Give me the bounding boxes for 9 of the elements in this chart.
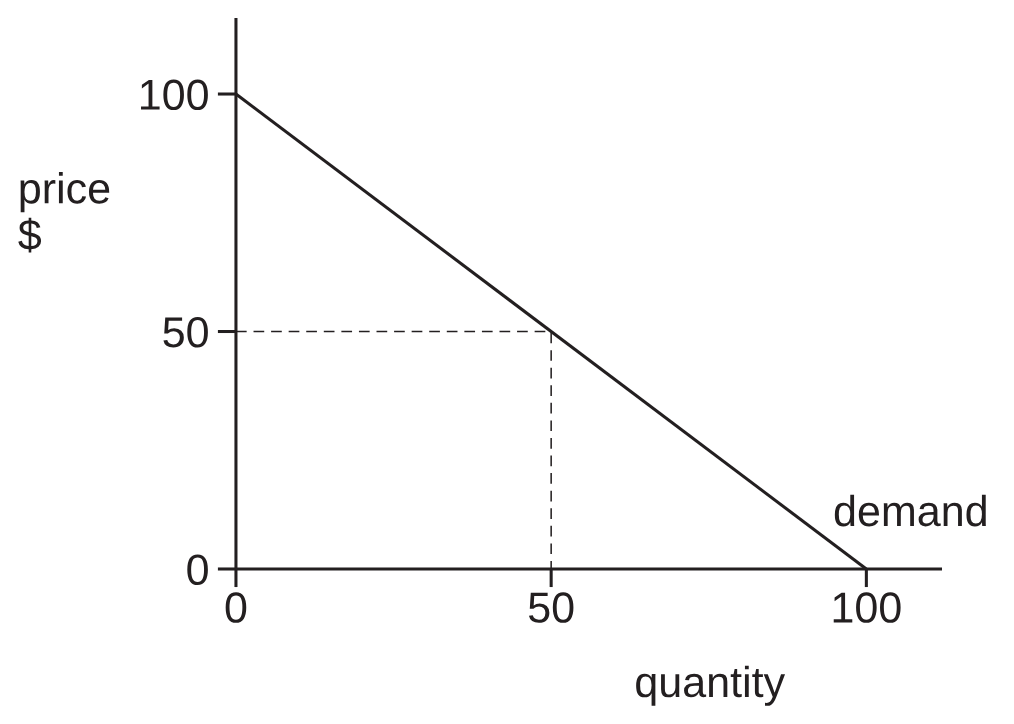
y-tick-label: 0 <box>187 554 208 586</box>
x-tick-label: 100 <box>833 592 901 623</box>
series-label: demand <box>834 494 986 527</box>
x-axis-title: quantity <box>636 665 786 706</box>
y-axis-title: price $ <box>18 172 110 253</box>
y-tick-label: 50 <box>163 317 208 348</box>
x-tick-label: 0 <box>225 592 247 623</box>
y-tick-label: 100 <box>141 79 208 111</box>
x-tick-label: 50 <box>528 592 574 623</box>
